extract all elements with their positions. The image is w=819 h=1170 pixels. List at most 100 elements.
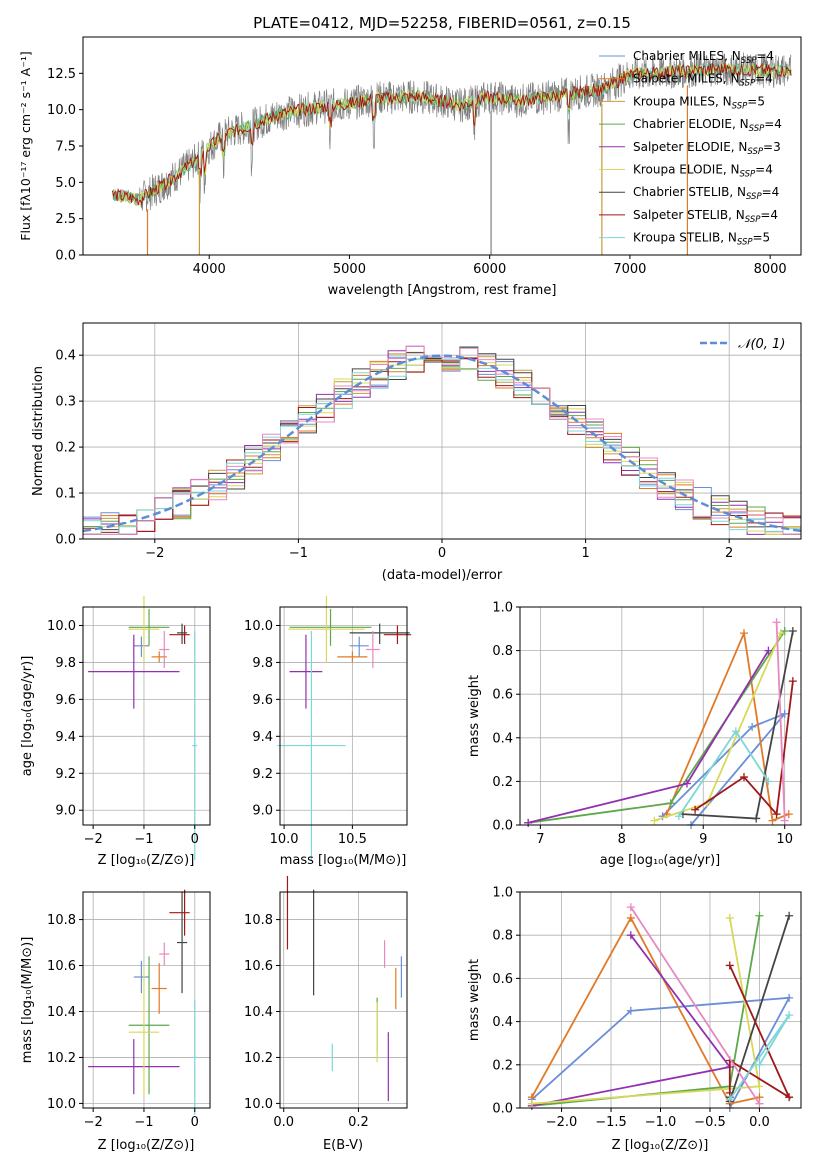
weight-vs-age-plot-area (520, 606, 801, 829)
y-tick-label: 9.8 (252, 656, 273, 671)
x-tick-label: 0.0 (273, 1115, 294, 1130)
y-tick-label: 1.0 (492, 886, 513, 901)
y-tick-label: 0.0 (55, 533, 76, 548)
sfh-marker (755, 1060, 764, 1069)
weight-vs-age-axes: 7 8 9 10 0.0 0.2 0.4 0.6 0.8 1.0 (492, 601, 793, 848)
mass-vs-z-plot-area (83, 889, 210, 1115)
age-vs-mass-xlabel: mass [log₁₀(M/M⊙)] (280, 853, 407, 868)
sfh-marker (785, 1011, 794, 1020)
sfh-marker (674, 812, 683, 821)
y-tick-label: 10.0 (47, 1097, 76, 1112)
sfh-marker (755, 911, 764, 920)
sfh-marker (731, 727, 740, 736)
mass-vs-z-frame (82, 891, 211, 1109)
y-tick-label: 9.8 (55, 656, 76, 671)
x-tick-label: −0.5 (694, 1115, 726, 1130)
sfh-marker (682, 779, 691, 788)
age-vs-mass-panel: 10.0 10.5 9.0 9.2 9.4 9.6 9.8 10.0 mass [log₁₀(… (244, 595, 412, 868)
residual-plot-area (82, 323, 802, 540)
sfh-marker (768, 816, 777, 825)
y-tick-label: 0.4 (492, 1015, 513, 1030)
y-tick-label: 9.2 (252, 767, 273, 782)
mass-vs-ebv-plot-area (280, 875, 407, 1108)
sfh-marker (772, 618, 781, 627)
sfh-marker (725, 913, 734, 922)
y-tick-label: 9.0 (55, 804, 76, 819)
sfh-marker (691, 805, 700, 814)
residual-xlabel: (data-model)/error (382, 568, 503, 583)
y-tick-label: 10.0 (244, 1097, 273, 1112)
y-tick-label: 12.5 (47, 67, 76, 82)
legend-label: Kroupa STELIB, NSSP=5 (633, 231, 770, 248)
x-tick-label: 0.2 (348, 1115, 369, 1130)
y-tick-label: 10.4 (244, 1005, 273, 1020)
mass-vs-z-xlabel: Z [log₁₀(Z/Z⊙)] (98, 1138, 195, 1153)
legend-label: Chabrier MILES, NSSP=4 (633, 49, 774, 66)
age-vs-z-ylabel: age [log₁₀(age/yr)] (20, 656, 35, 777)
age-vs-z-panel: −2 −1 0 9.0 9.2 9.4 9.6 9.8 10.0 Z [log₁₀(Z/Z⊙)]… (20, 595, 211, 868)
weight-vs-age-ylabel: mass weight (467, 675, 482, 757)
sfh-marker (666, 799, 675, 808)
legend-label: Chabrier STELIB, NSSP=4 (633, 185, 779, 202)
x-tick-label: 7000 (613, 262, 646, 277)
y-tick-label: 0.2 (55, 441, 76, 456)
y-tick-label: 10.6 (244, 959, 273, 974)
age-vs-mass-frame (279, 606, 408, 826)
age-vs-z-xlabel: Z [log₁₀(Z/Z⊙)] (98, 853, 195, 868)
mass-vs-ebv-frame (279, 891, 408, 1109)
x-tick-label: −1 (134, 832, 153, 847)
y-tick-label: 0.1 (55, 487, 76, 502)
age-vs-z-axes: −2 −1 0 9.0 9.2 9.4 9.6 9.8 10.0 (47, 619, 199, 847)
y-tick-label: 0.4 (492, 731, 513, 746)
weight-vs-z-ylabel: mass weight (467, 959, 482, 1041)
x-tick-label: 0 (191, 1115, 199, 1130)
sfh-marker (739, 629, 748, 638)
y-tick-label: 0.0 (492, 819, 513, 834)
y-tick-label: 0.4 (55, 349, 76, 364)
legend-label: Chabrier ELODIE, NSSP=4 (633, 117, 782, 134)
sfh-marker (785, 993, 794, 1002)
spectrum-axes: 4000 5000 6000 7000 8000 0.0 2.5 5.0 7.5 10.0 12.5 (47, 67, 787, 277)
spectrum-panel: PLATE=0412, MJD=52258, FIBERID=0561, z=0… (18, 14, 802, 298)
sfh-line (694, 680, 794, 817)
mass-vs-ebv-axes: 0.0 0.2 10.0 10.2 10.4 10.6 10.8 (244, 913, 369, 1130)
y-tick-label: 9.0 (252, 804, 273, 819)
x-tick-label: −1 (289, 546, 308, 561)
y-tick-label: 10.4 (47, 1005, 76, 1020)
sfh-marker (650, 816, 659, 825)
sfh-marker (752, 814, 761, 823)
mass-vs-ebv-panel: 0.0 0.2 10.0 10.2 10.4 10.6 10.8 E(B-V) (244, 875, 408, 1153)
x-tick-label: −2 (84, 832, 103, 847)
y-tick-label: 10.8 (244, 913, 273, 928)
y-tick-label: 0.8 (492, 929, 513, 944)
sfh-marker (755, 1082, 764, 1091)
x-tick-label: 1 (581, 546, 589, 561)
spectrum-lines (111, 52, 792, 255)
y-tick-label: 0.3 (55, 395, 76, 410)
gauss-legend-label: 𝒩(0, 1) (738, 337, 785, 352)
legend-label: Salpeter MILES, NSSP=4 (633, 72, 773, 89)
sfh-marker (725, 1095, 734, 1104)
sfh-marker (764, 777, 773, 786)
sfh-marker (739, 773, 748, 782)
sfh-marker (527, 1099, 536, 1108)
sfh-marker (626, 903, 635, 912)
spectrum-title: PLATE=0412, MJD=52258, FIBERID=0561, z=0… (253, 14, 631, 32)
sfh-marker (772, 810, 781, 819)
spectrum-legend: Chabrier MILES, NSSP=4 Salpeter MILES, NS… (599, 49, 782, 248)
sfh-marker (755, 1099, 764, 1108)
sfh-marker (626, 1006, 635, 1015)
weight-vs-age-panel: 7 8 9 10 0.0 0.2 0.4 0.6 0.8 1.0 age [log₁₀(age/y… (467, 601, 802, 868)
sfh-marker (780, 626, 789, 635)
y-tick-label: 7.5 (55, 140, 76, 155)
age-vs-z-plot-area (83, 595, 210, 861)
y-tick-label: 10.2 (47, 1051, 76, 1066)
x-tick-label: 9 (699, 832, 707, 847)
histogram-step-line (83, 346, 801, 535)
y-tick-label: 9.6 (252, 693, 273, 708)
spectrum-xlabel: wavelength [Angstrom, rest frame] (328, 283, 557, 298)
sfh-marker (626, 931, 635, 940)
y-tick-label: 10.8 (47, 913, 76, 928)
y-tick-label: 0.2 (492, 775, 513, 790)
